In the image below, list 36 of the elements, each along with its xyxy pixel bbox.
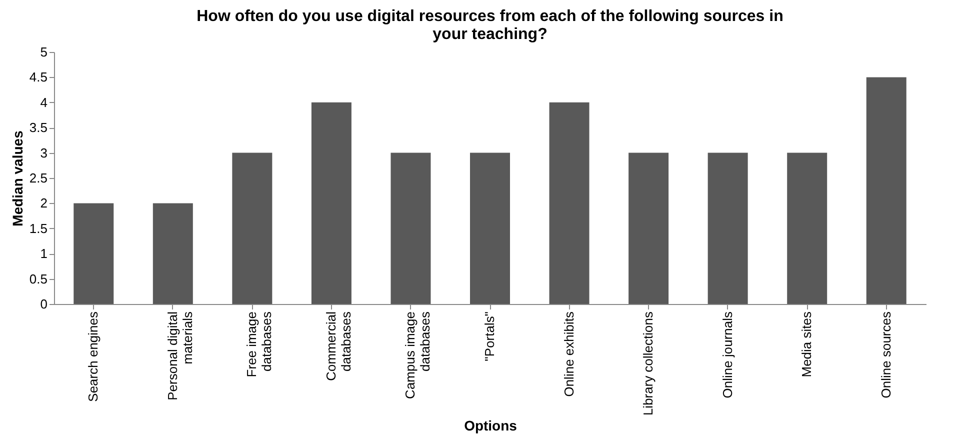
x-tick-label: Online exhibits	[561, 311, 576, 397]
bar	[549, 102, 590, 304]
x-tick-label: Media sites	[799, 311, 814, 378]
y-tick-label: 2.5	[29, 170, 48, 186]
x-tick-label: Personal digital materials	[164, 311, 195, 400]
x-tick-label: Free image databases	[244, 311, 274, 378]
y-tick-label: 3.5	[29, 120, 48, 136]
y-tick-label: 4.5	[29, 70, 48, 85]
x-tick-label: Library collections	[640, 311, 656, 416]
bar	[708, 152, 748, 304]
bar	[74, 203, 114, 304]
bar	[152, 203, 193, 304]
bar	[390, 152, 431, 304]
bar	[470, 152, 510, 304]
y-tick-label: 3	[40, 145, 48, 160]
x-axis-title: Options	[464, 418, 518, 434]
x-tick-label: "Portals"	[482, 311, 497, 362]
x-tick-label: Campus image databases	[402, 311, 433, 399]
x-tick-label: Search engines	[86, 311, 101, 402]
y-tick-label: 5	[40, 44, 48, 60]
x-tick-label: Commercial databases	[323, 311, 354, 381]
x-tick-label: Online sources	[878, 311, 894, 398]
y-tick-label: 0	[40, 296, 48, 312]
y-tick-label: 4	[40, 94, 48, 110]
bar	[787, 152, 828, 304]
bar	[311, 102, 352, 304]
x-tick-label: Online journals	[720, 311, 735, 398]
chart-title: How often do you use digital resources from each of the following sources in your teaching?	[196, 8, 784, 43]
y-tick-label: 2	[40, 196, 48, 211]
y-tick-label: 0.5	[29, 271, 48, 286]
bar	[628, 152, 669, 304]
y-axis-title: Median values	[9, 130, 26, 226]
bar	[866, 77, 906, 304]
bar	[232, 152, 272, 304]
y-tick-label: 1.5	[29, 220, 48, 236]
y-tick-label: 1	[40, 246, 48, 262]
